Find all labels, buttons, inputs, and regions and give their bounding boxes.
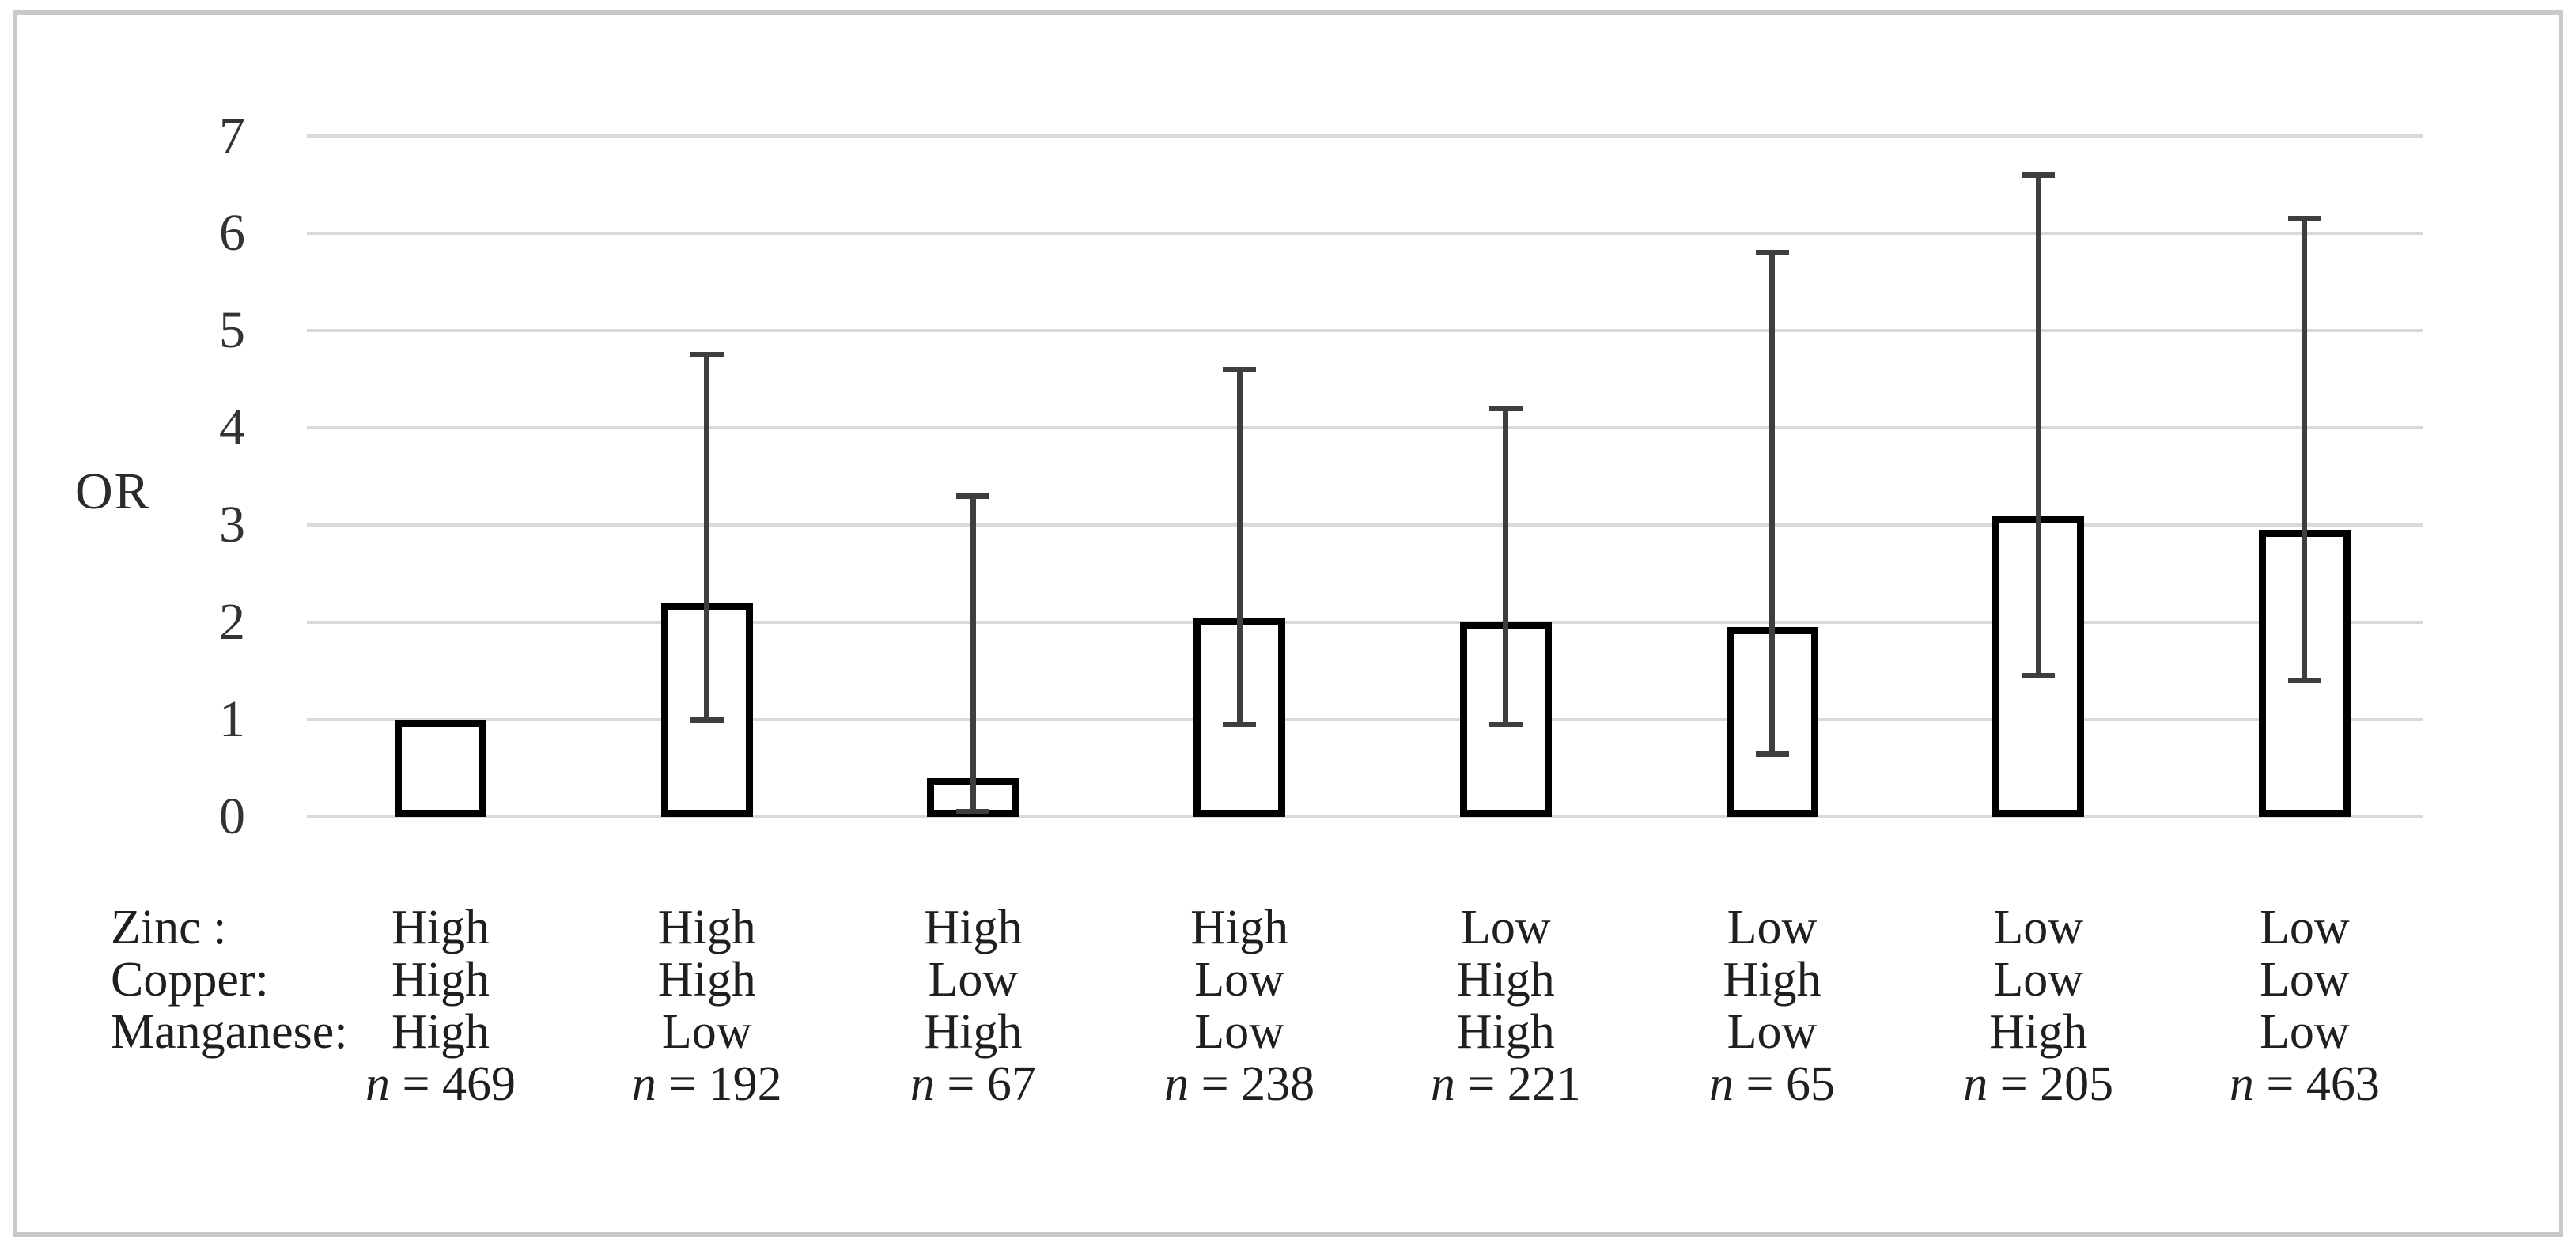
error-bar-line-5 (1503, 408, 1509, 725)
y-tick-label-0: 0 (219, 788, 245, 845)
error-bar-cap-hi-4 (1223, 366, 1257, 372)
copper-value-6: High (1723, 952, 1821, 1007)
copper-value-3: Low (928, 952, 1019, 1007)
y-tick-label-6: 6 (219, 204, 245, 262)
gridline-3 (307, 523, 2423, 527)
y-tick-label-1: 1 (219, 690, 245, 748)
x-row-label-copper: Copper: (111, 952, 269, 1007)
n-label-8: n = 463 (2229, 1056, 2380, 1111)
n-label-5: n = 221 (1430, 1056, 1581, 1111)
error-bar-line-4 (1236, 369, 1243, 725)
zinc-value-8: Low (2260, 900, 2350, 954)
manganese-value-6: Low (1727, 1004, 1818, 1059)
manganese-value-8: Low (2260, 1004, 2350, 1059)
copper-value-5: High (1456, 952, 1555, 1007)
gridline-6 (307, 232, 2423, 235)
zinc-value-3: High (924, 900, 1023, 954)
error-bar-cap-lo-2 (690, 716, 724, 723)
zinc-value-6: Low (1727, 900, 1818, 954)
error-bar-cap-hi-8 (2287, 216, 2321, 222)
error-bar-line-6 (1769, 252, 1775, 754)
error-bar-cap-lo-7 (2022, 673, 2056, 679)
manganese-value-3: High (924, 1004, 1023, 1059)
manganese-value-5: High (1456, 1004, 1555, 1059)
manganese-value-1: High (392, 1004, 490, 1059)
y-axis-title: OR (75, 463, 151, 520)
error-bar-line-7 (2035, 175, 2041, 676)
n-label-1: n = 469 (365, 1056, 516, 1111)
y-tick-label-7: 7 (219, 107, 245, 164)
error-bar-cap-lo-3 (956, 809, 990, 815)
copper-value-2: High (657, 952, 756, 1007)
plot-area (307, 134, 2423, 818)
copper-value-8: Low (2260, 952, 2350, 1007)
y-tick-label-4: 4 (219, 399, 245, 456)
error-bar-cap-lo-6 (1755, 750, 1789, 757)
gridline-5 (307, 329, 2423, 332)
gridline-0 (307, 815, 2423, 818)
error-bar-cap-hi-3 (956, 493, 990, 499)
x-row-label-manganese: Manganese: (111, 1004, 348, 1059)
gridline-1 (307, 718, 2423, 721)
error-bar-cap-lo-4 (1223, 721, 1257, 727)
n-label-2: n = 192 (631, 1056, 782, 1111)
error-bar-cap-lo-5 (1488, 721, 1523, 727)
x-row-zinc: Zinc : High High High High Low Low Low Low (0, 899, 2576, 956)
error-bar-line-8 (2302, 218, 2308, 681)
error-bar-line-3 (970, 496, 976, 812)
zinc-value-5: Low (1460, 900, 1551, 954)
n-label-6: n = 65 (1709, 1056, 1835, 1111)
error-bar-line-2 (704, 354, 710, 720)
x-row-copper: Copper: High High Low Low High High Low Low (0, 951, 2576, 1008)
zinc-value-1: High (392, 900, 490, 954)
x-row-label-zinc: Zinc : (111, 900, 227, 954)
error-bar-cap-hi-7 (2022, 172, 2056, 178)
copper-value-4: Low (1194, 952, 1284, 1007)
error-bar-cap-hi-6 (1755, 250, 1789, 256)
n-label-4: n = 238 (1164, 1056, 1315, 1111)
manganese-value-4: Low (1194, 1004, 1284, 1059)
n-label-7: n = 205 (1963, 1056, 2114, 1111)
zinc-value-2: High (657, 900, 756, 954)
copper-value-7: Low (1993, 952, 2084, 1007)
gridline-4 (307, 426, 2423, 429)
manganese-value-2: Low (661, 1004, 752, 1059)
error-bar-cap-lo-8 (2287, 678, 2321, 684)
gridline-2 (307, 621, 2423, 624)
x-row-n: n = 469 n = 192 n = 67 n = 238 n = 221 n = 65… (0, 1056, 2576, 1113)
error-bar-cap-hi-2 (690, 352, 724, 358)
error-bar-cap-hi-5 (1488, 405, 1523, 411)
n-label-3: n = 67 (910, 1056, 1036, 1111)
manganese-value-7: High (1989, 1004, 2088, 1059)
x-row-manganese: Manganese: High Low High Low High Low High Low (0, 1003, 2576, 1060)
y-tick-label-5: 5 (219, 301, 245, 359)
bar-1 (395, 720, 486, 817)
copper-value-1: High (392, 952, 490, 1007)
y-tick-label-3: 3 (219, 496, 245, 554)
y-tick-label-2: 2 (219, 593, 245, 651)
zinc-value-4: High (1190, 900, 1289, 954)
gridline-7 (307, 134, 2423, 138)
zinc-value-7: Low (1993, 900, 2084, 954)
